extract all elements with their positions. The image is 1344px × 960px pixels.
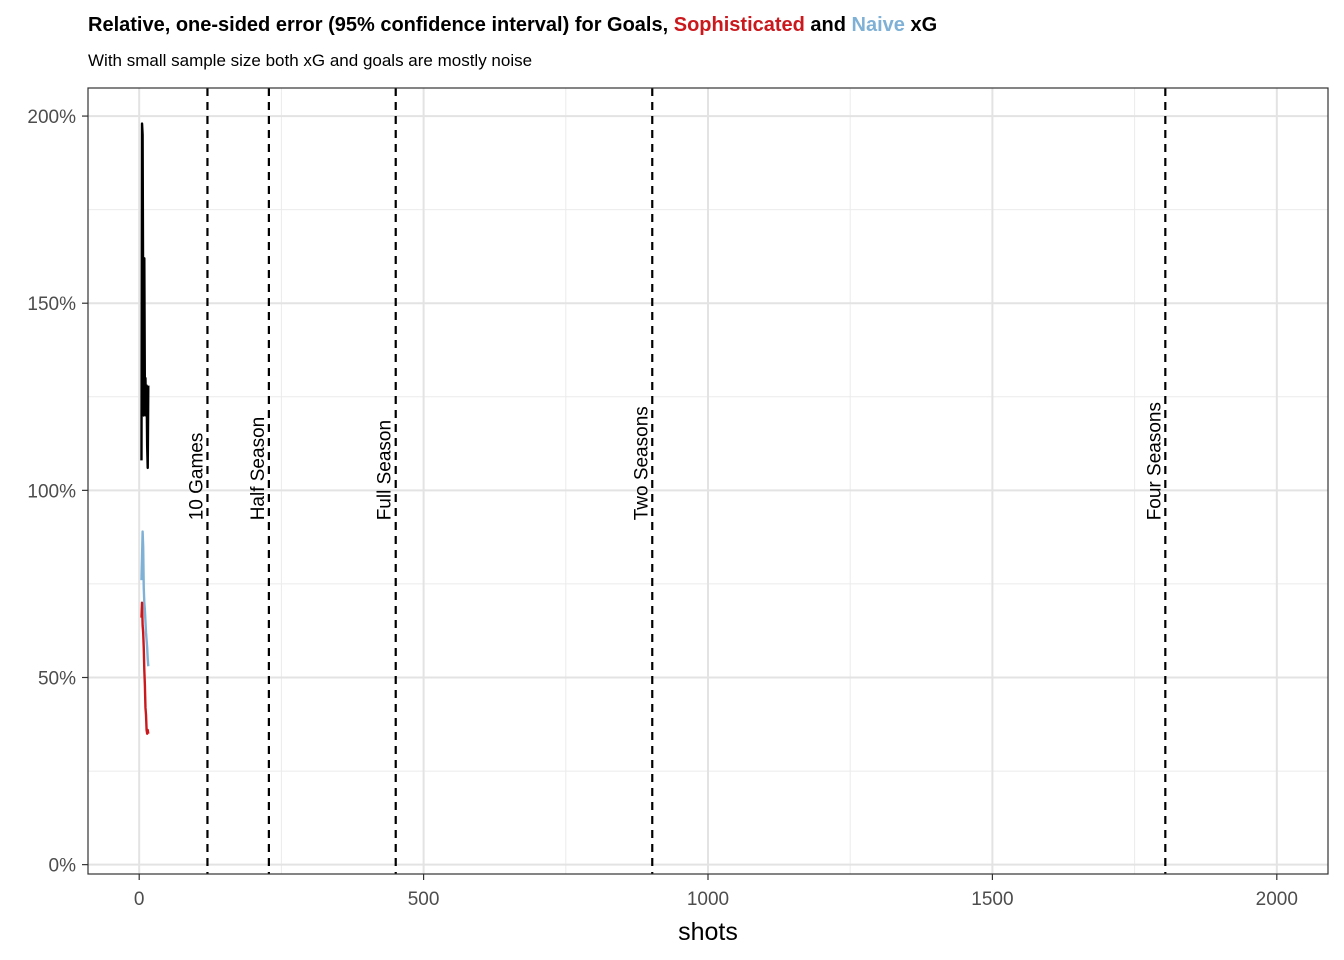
chart-title: Relative, one-sided error (95% confidenc… (88, 14, 937, 36)
x-tick-label: 2000 (1256, 889, 1298, 910)
reference-line-label: Two Seasons (631, 406, 652, 520)
y-tick-label: 150% (27, 294, 76, 315)
x-axis: 0 500 1000 1500 2000 (134, 874, 1298, 910)
series-lines (140, 122, 150, 735)
y-tick-label: 0% (49, 856, 77, 877)
title-part: Relative, one-sided error (95% confidenc… (88, 14, 674, 36)
y-tick-label: 50% (38, 669, 76, 690)
reference-lines: 10 Games Half Season Full Season Two Season… (186, 88, 1167, 874)
title-part: Naive (852, 14, 905, 36)
reference-line-label: Full Season (375, 420, 396, 520)
x-tick-label: 1000 (687, 889, 729, 910)
y-axis: 0% 50% 100% 150% 200% (27, 107, 88, 877)
reference-line-label: Half Season (248, 417, 269, 521)
y-tick-label: 100% (27, 481, 76, 502)
title-part: Sophisticated (674, 14, 805, 36)
y-tick-label: 200% (27, 107, 76, 128)
chart-subtitle: With small sample size both xG and goals… (88, 51, 532, 70)
series-line (140, 122, 150, 470)
title-part: xG (905, 14, 937, 36)
reference-line-label: 10 Games (186, 433, 207, 521)
series-line (140, 530, 150, 667)
reference-line-label: Four Seasons (1144, 402, 1165, 520)
series-line (140, 601, 150, 735)
title-part: and (805, 14, 852, 36)
x-tick-label: 1500 (971, 889, 1013, 910)
x-axis-label: shots (678, 918, 738, 946)
x-tick-label: 500 (408, 889, 440, 910)
x-tick-label: 0 (134, 889, 145, 910)
grid (88, 88, 1328, 874)
